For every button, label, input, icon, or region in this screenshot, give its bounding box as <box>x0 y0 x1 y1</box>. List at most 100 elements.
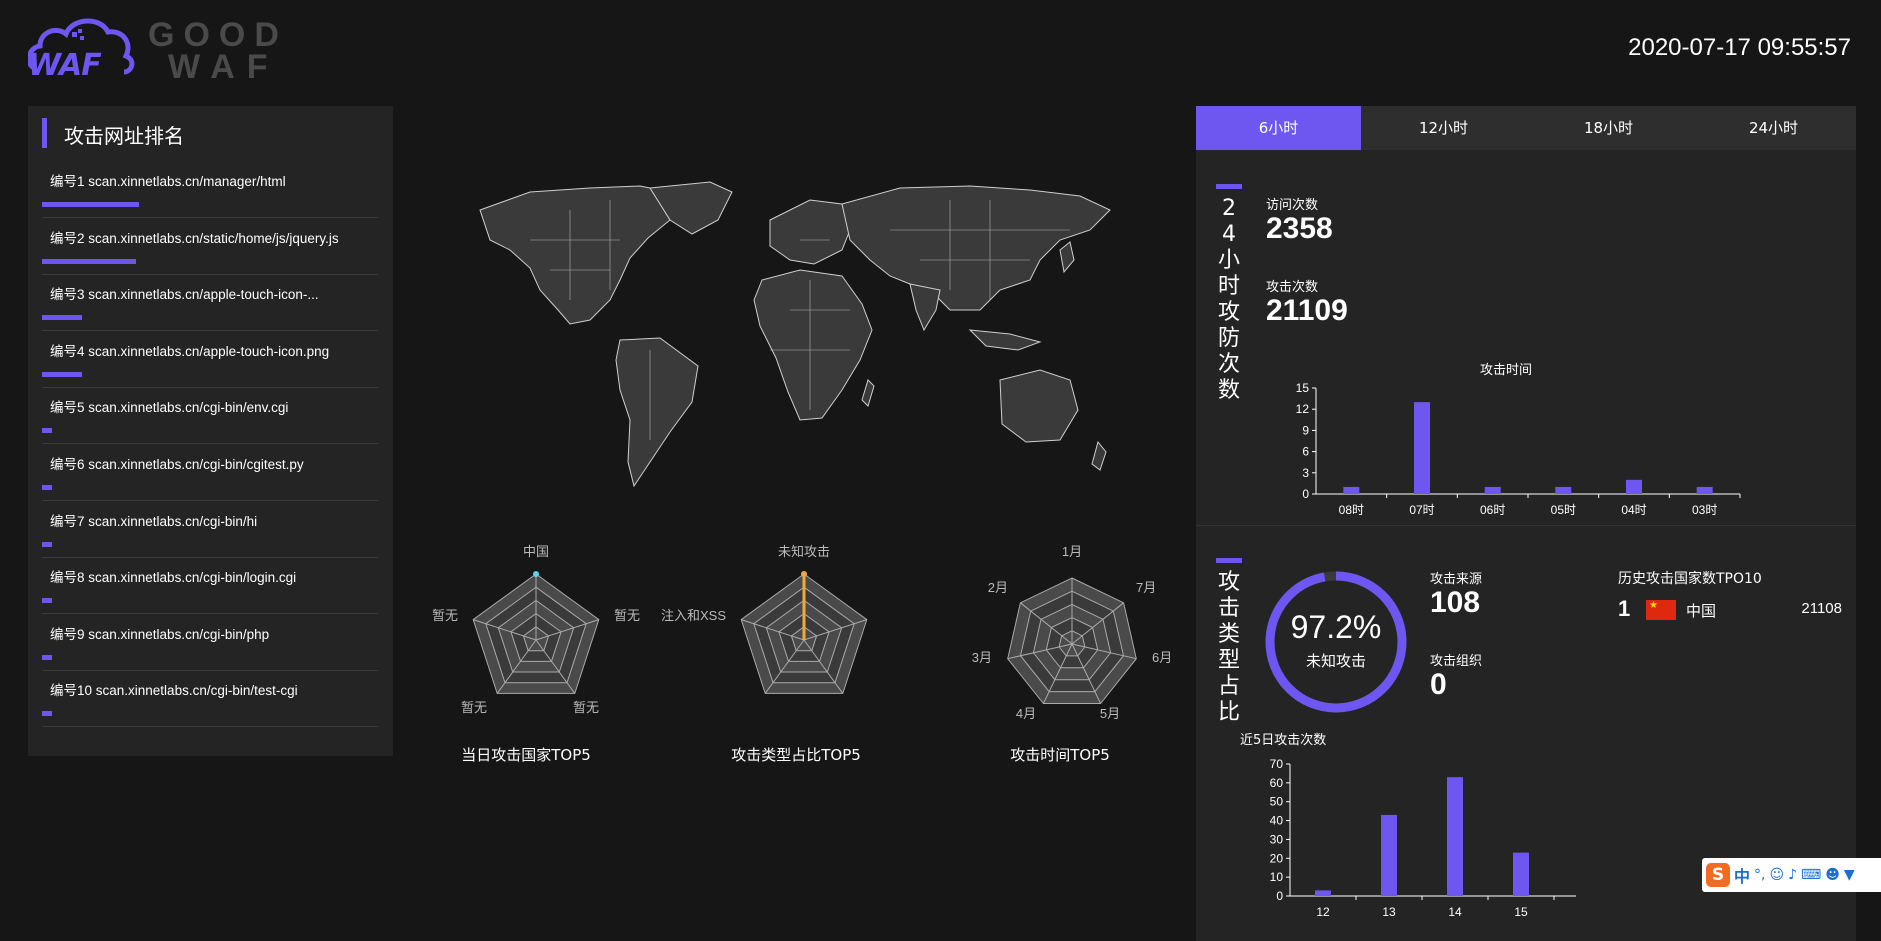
tab-24h[interactable]: 24小时 <box>1748 119 1799 137</box>
radar-time: 1月 7月 6月 5月 4月 3月 2月 <box>972 544 1172 721</box>
rank-item-label: 编号7 scan.xinnetlabs.cn/cgi-bin/hi <box>50 513 258 529</box>
x-tick-label: 05时 <box>1551 503 1576 516</box>
radar-label-3: 暂无 <box>461 700 487 715</box>
y-tick-label: 40 <box>1270 814 1284 828</box>
ring-label: 未知攻击 <box>1306 652 1366 670</box>
radar-axis <box>535 639 576 694</box>
bar <box>1447 777 1463 896</box>
rank-item[interactable]: 编号6 scan.xinnetlabs.cn/cgi-bin/cgitest.p… <box>42 445 378 501</box>
recent-days-chart: 近5日攻击次数0102030405060701213141516 <box>1240 732 1576 919</box>
radar-time-grid <box>1007 577 1137 704</box>
y-tick-label: 0 <box>1302 487 1309 501</box>
rank-item-label: 编号10 scan.xinnetlabs.cn/cgi-bin/test-cgi <box>50 683 298 699</box>
rank-item[interactable]: 编号9 scan.xinnetlabs.cn/cgi-bin/php <box>42 615 378 671</box>
bar <box>1484 486 1501 494</box>
y-tick-label: 10 <box>1270 870 1284 884</box>
radar-type-label-1: 注入和XSS <box>661 608 726 623</box>
section-title-attack-type: 攻击类型占比 <box>1217 570 1240 725</box>
history-count: 21108 <box>1801 600 1842 617</box>
radar-country: 中国 暂无 暂无 暂无 暂无 <box>432 544 640 715</box>
y-tick-label: 30 <box>1270 832 1284 846</box>
sogou-logo-icon[interactable]: S <box>1706 863 1730 887</box>
map-madagascar <box>861 379 875 407</box>
rank-item[interactable]: 编号7 scan.xinnetlabs.cn/cgi-bin/hi <box>42 502 378 558</box>
bar <box>1315 890 1331 896</box>
radar-time-label-6: 2月 <box>988 580 1008 595</box>
url-rank-panel: 攻击网址排名 编号1 scan.xinnetlabs.cn/manager/ht… <box>28 106 393 756</box>
y-tick-label: 20 <box>1270 851 1284 865</box>
x-tick-label: 07时 <box>1409 503 1434 516</box>
radar-time-label-4: 4月 <box>1016 706 1036 721</box>
rank-item[interactable]: 编号4 scan.xinnetlabs.cn/apple-touch-icon.… <box>42 332 378 388</box>
y-tick-label: 9 <box>1302 423 1309 437</box>
radar-label-2: 暂无 <box>573 700 599 715</box>
rank-item[interactable]: 编号8 scan.xinnetlabs.cn/cgi-bin/login.cgi <box>42 558 378 615</box>
x-tick-label: 14 <box>1448 905 1462 919</box>
china-flag-icon: ★ <box>1646 600 1676 620</box>
world-map[interactable] <box>470 180 1120 500</box>
rank-item[interactable]: 编号3 scan.xinnetlabs.cn/apple-touch-icon-… <box>42 275 378 332</box>
rank-item[interactable]: 编号2 scan.xinnetlabs.cn/static/home/js/jq… <box>42 219 378 275</box>
x-tick-label: 13 <box>1382 905 1396 919</box>
map-japan <box>1059 241 1075 274</box>
radar-axis <box>535 619 599 641</box>
ring-arc <box>1265 571 1407 713</box>
ime-mode[interactable]: 中 <box>1734 867 1751 886</box>
microphone-icon[interactable]: ♪ <box>1788 867 1798 883</box>
map-new-zealand <box>1091 440 1107 471</box>
radar-axis <box>803 619 867 641</box>
radar-time-label-5: 3月 <box>972 650 992 665</box>
logo-good-text: GOOD <box>148 16 288 54</box>
y-tick-label: 15 <box>1296 381 1310 395</box>
attacks-label: 攻击次数 <box>1266 280 1319 295</box>
logo-waf-subtext: WAF <box>168 48 280 86</box>
cloud-logo-icon <box>28 18 135 75</box>
radar-axis <box>1007 643 1073 660</box>
radar-axis <box>496 639 537 694</box>
keyboard-icon[interactable]: ⌨ <box>1801 867 1822 883</box>
rank-item-label: 编号4 scan.xinnetlabs.cn/apple-touch-icon.… <box>50 343 330 359</box>
rank-item[interactable]: 编号10 scan.xinnetlabs.cn/cgi-bin/test-cgi <box>42 671 378 728</box>
radar-country-caption: 当日攻击国家TOP5 <box>461 746 591 764</box>
radar-axis <box>1071 643 1137 660</box>
radar-country-grid <box>472 573 600 694</box>
rank-item[interactable]: 编号5 scan.xinnetlabs.cn/cgi-bin/env.cgi <box>42 388 378 445</box>
attacks-value: 21109 <box>1266 294 1348 327</box>
emoji-icon[interactable]: ☺ <box>1769 867 1785 883</box>
x-tick-label: 03时 <box>1692 503 1717 516</box>
ime-toolbar[interactable]: S 中 °, ☺ ♪ ⌨ ☻ ▼ <box>1702 858 1881 892</box>
y-tick-label: 12 <box>1296 402 1310 416</box>
shirt-icon[interactable]: ▼ <box>1843 867 1855 883</box>
datetime: 2020-07-17 09:55:57 <box>1628 34 1851 61</box>
map-australia <box>999 369 1079 443</box>
tab-12h[interactable]: 12小时 <box>1418 119 1469 137</box>
rank-item-bar <box>42 202 140 207</box>
section-title-24h: 24小时攻防次数 <box>1217 196 1240 403</box>
user-icon[interactable]: ☻ <box>1825 867 1840 883</box>
radar-time-label-2: 6月 <box>1152 650 1172 665</box>
bar <box>1555 486 1572 494</box>
rank-item-bar <box>42 315 83 321</box>
section-divider <box>1196 525 1856 526</box>
tab-6h[interactable]: 6小时 <box>1196 106 1361 150</box>
radar-axis <box>764 639 805 694</box>
map-south-america <box>615 337 699 488</box>
radar-axis <box>473 619 537 641</box>
radar-axis <box>741 619 805 641</box>
y-tick-label: 6 <box>1302 445 1309 459</box>
rank-item[interactable]: 编号1 scan.xinnetlabs.cn/manager/html <box>42 162 378 218</box>
tab-18h[interactable]: 18小时 <box>1583 119 1634 137</box>
y-tick-label: 50 <box>1270 795 1284 809</box>
radar-axis <box>1071 643 1102 704</box>
ring-percent: 97.2% <box>1291 609 1382 645</box>
radar-time-label-0: 1月 <box>1062 544 1082 559</box>
punctuation-icon[interactable]: °, <box>1754 867 1766 883</box>
source-label: 攻击来源 <box>1430 572 1483 587</box>
radar-country-point <box>533 571 539 577</box>
y-tick-label: 0 <box>1276 889 1283 903</box>
map-india <box>909 283 941 332</box>
chart-title: 攻击时间 <box>1480 363 1532 378</box>
radar-axis <box>1042 643 1073 704</box>
visits-value: 2358 <box>1266 212 1333 245</box>
logo-waf-text: WAF <box>28 48 102 83</box>
